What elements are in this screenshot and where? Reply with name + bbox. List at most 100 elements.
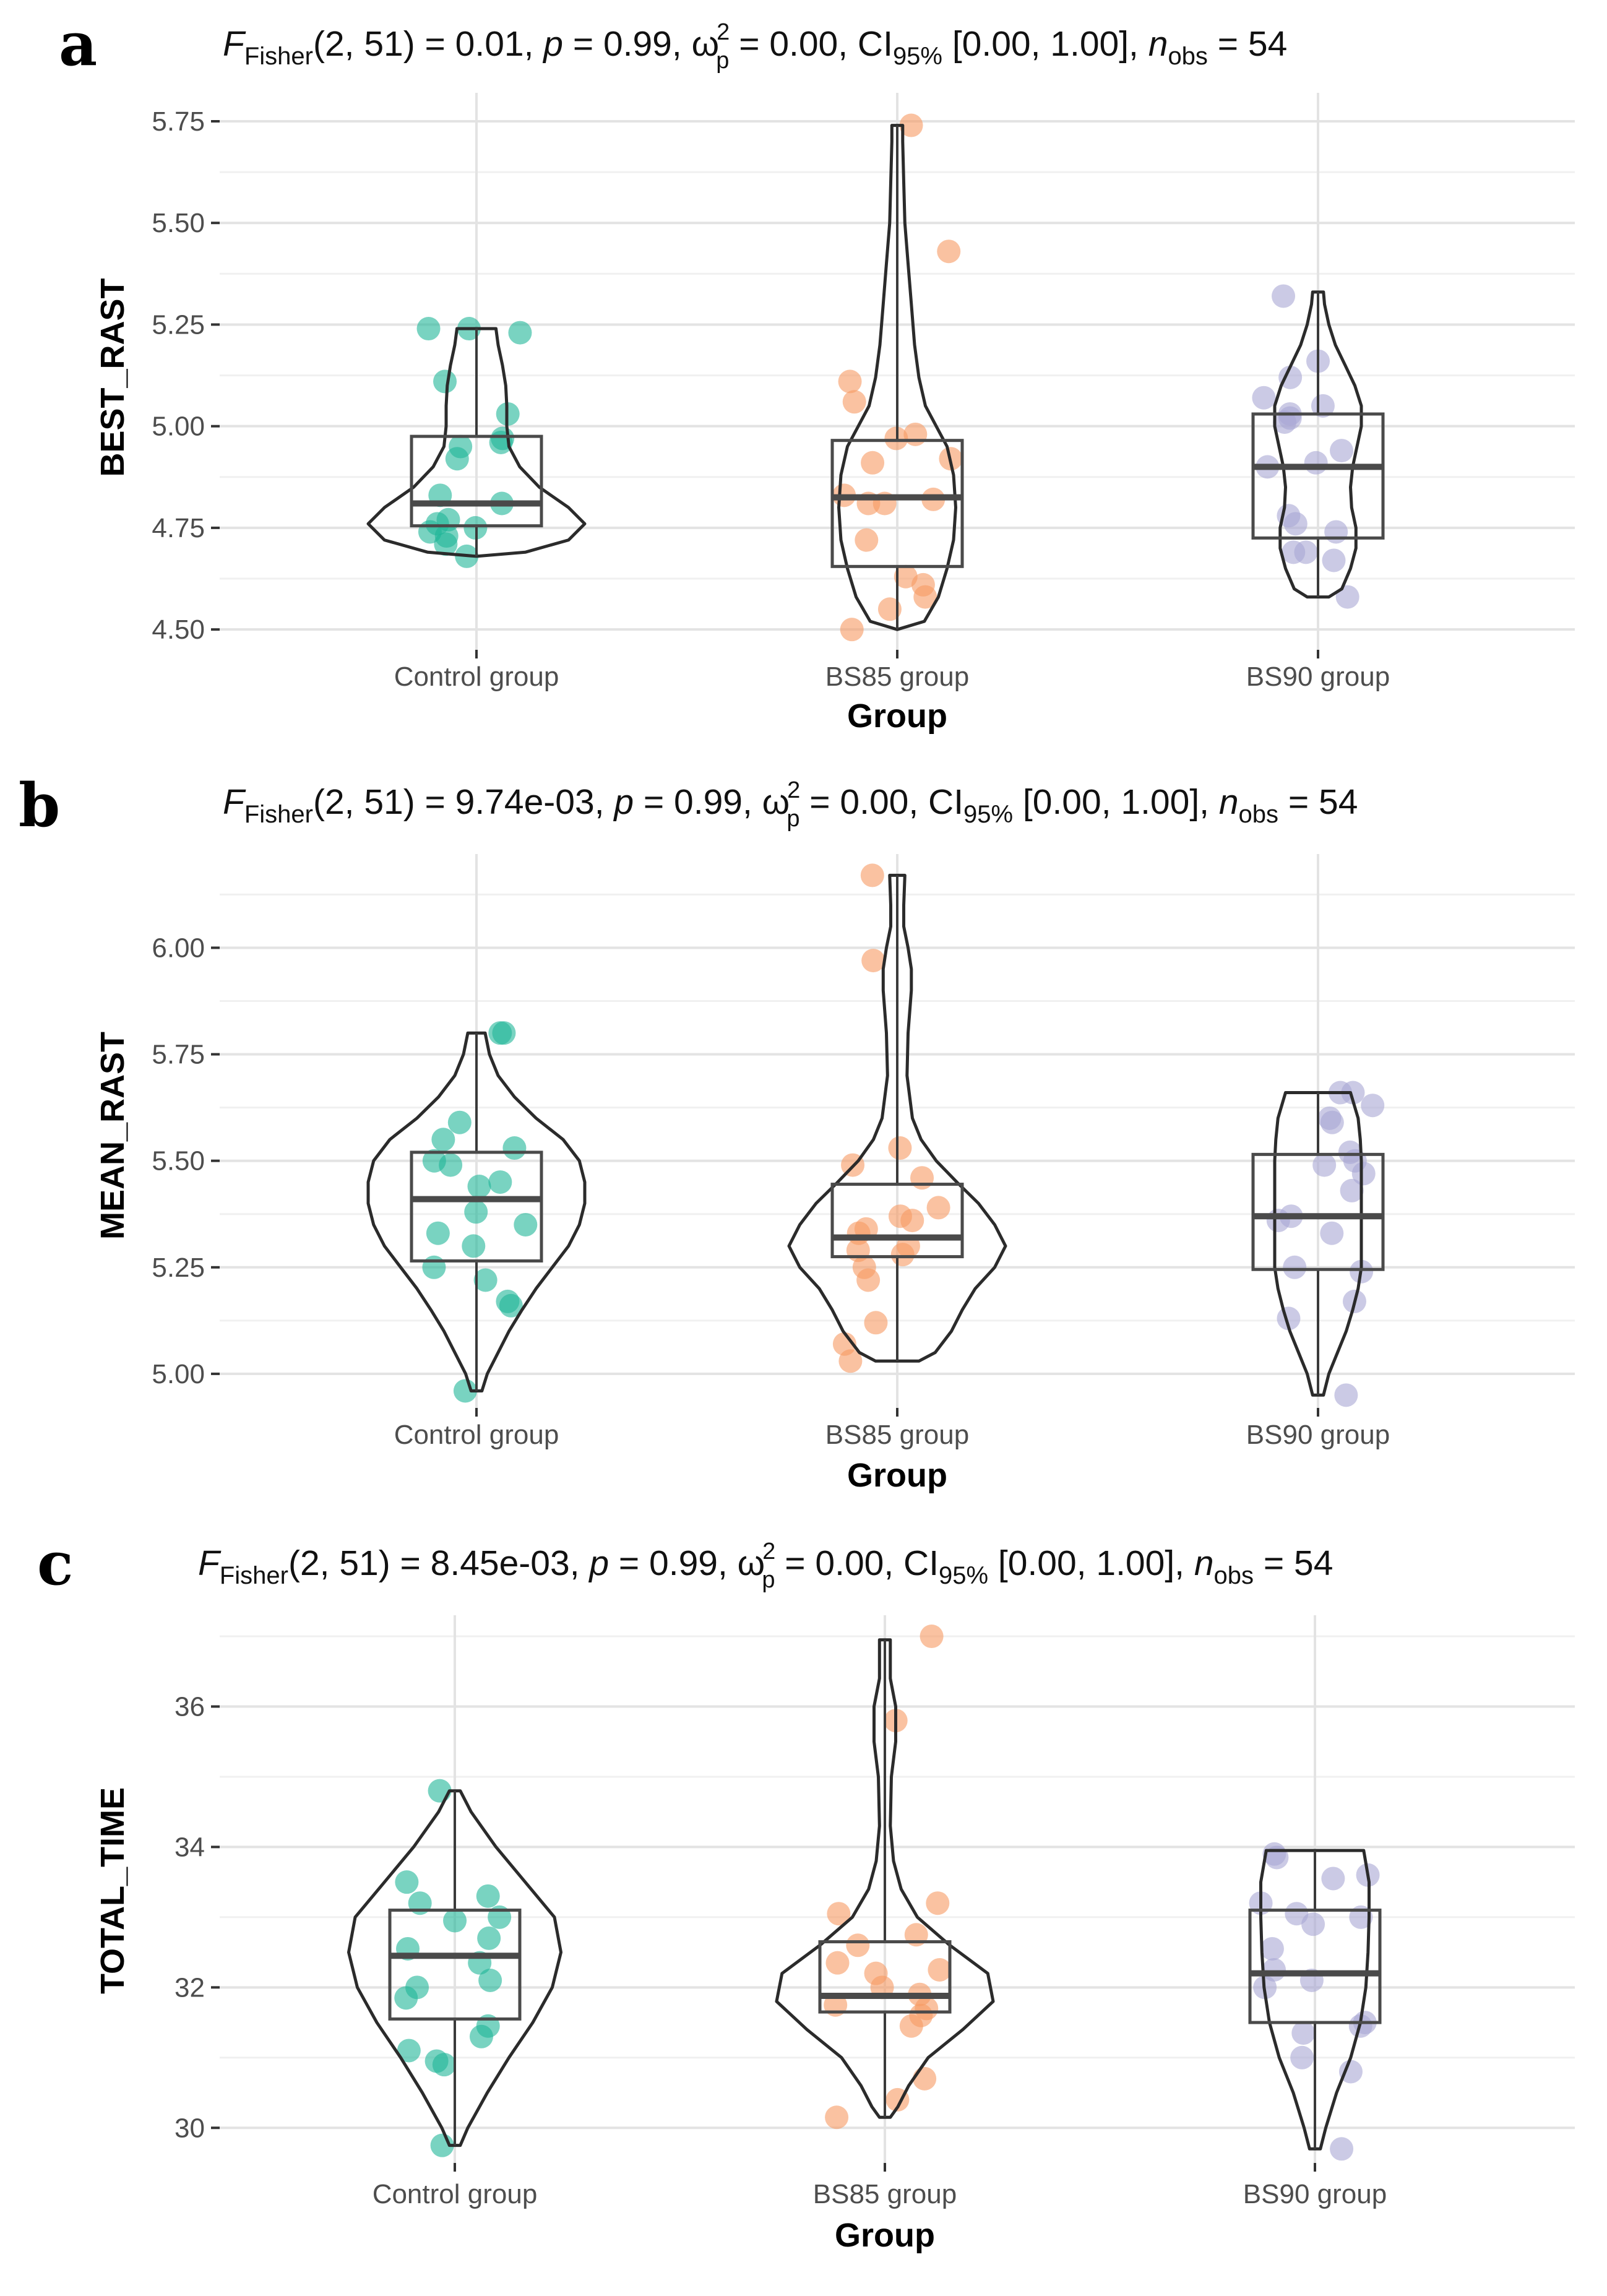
panel-title: FFisher(2, 51) = 0.01, p = 0.99, ω2 p = 0… bbox=[223, 19, 1287, 74]
title-df: (2, 51) = 9.74e-03, bbox=[313, 782, 614, 822]
title-effect-value: = 0.00, CI bbox=[729, 24, 893, 64]
title-stat: F bbox=[223, 782, 246, 822]
data-point bbox=[913, 2066, 937, 2091]
data-point bbox=[464, 1200, 488, 1224]
data-point bbox=[436, 507, 460, 532]
data-point bbox=[894, 564, 918, 589]
box bbox=[410, 1150, 543, 1262]
violin-outline bbox=[1259, 1849, 1371, 2151]
title-df: (2, 51) = 8.45e-03, bbox=[288, 1543, 589, 1583]
title-effect: ω bbox=[692, 24, 720, 64]
data-point bbox=[431, 1128, 455, 1152]
y-tick-label: 30 bbox=[174, 2113, 205, 2143]
title-n-value: = 54 bbox=[1278, 782, 1358, 822]
y-tick-label: 5.25 bbox=[152, 1253, 205, 1283]
data-point bbox=[864, 1311, 888, 1335]
data-point bbox=[443, 1909, 467, 1933]
panel-b: b FFisher(2, 51) = 9.74e-03, p = 0.99, ω… bbox=[19, 770, 1575, 1494]
violin-outline bbox=[787, 873, 1007, 1363]
box bbox=[830, 439, 964, 568]
data-point bbox=[416, 317, 441, 341]
violin-outline bbox=[366, 327, 587, 558]
x-axis-label: Group bbox=[847, 697, 947, 735]
data-point bbox=[1341, 1081, 1365, 1105]
x-tick-label: BS90 group bbox=[1246, 1420, 1390, 1450]
title-p-value: = 0.99, bbox=[563, 24, 692, 64]
panel-letter: a bbox=[59, 9, 97, 79]
x-tick-label: BS85 group bbox=[813, 2179, 957, 2209]
title-n-label: n bbox=[1148, 24, 1168, 64]
data-point bbox=[888, 1204, 912, 1228]
data-point bbox=[467, 1175, 491, 1198]
data-point bbox=[1260, 1936, 1284, 1961]
title-n-sub: obs bbox=[1239, 801, 1279, 828]
panel-c: c FFisher(2, 51) = 8.45e-03, p = 0.99, ω… bbox=[37, 1529, 1575, 2254]
data-point bbox=[1272, 284, 1296, 308]
data-point bbox=[405, 1975, 429, 2000]
panel-a: a FFisher(2, 51) = 0.01, p = 0.99, ω2 p =… bbox=[59, 9, 1575, 735]
panel-title: FFisher(2, 51) = 8.45e-03, p = 0.99, ω2 p… bbox=[198, 1539, 1333, 1593]
data-point bbox=[453, 1379, 477, 1403]
x-tick-label: BS85 group bbox=[825, 662, 969, 692]
data-point bbox=[1324, 520, 1348, 544]
title-ci-value: [0.00, 1.00], bbox=[942, 24, 1148, 64]
data-point bbox=[861, 451, 885, 475]
data-point bbox=[473, 1268, 498, 1292]
data-point bbox=[846, 1933, 870, 1957]
y-tick-label: 5.00 bbox=[152, 412, 205, 442]
data-point bbox=[911, 572, 935, 597]
data-point bbox=[937, 240, 961, 264]
y-tick-label: 4.50 bbox=[152, 615, 205, 645]
data-point bbox=[426, 1221, 450, 1245]
title-effect-sup: 2 bbox=[717, 19, 730, 45]
x-tick-label: BS90 group bbox=[1243, 2179, 1387, 2209]
data-point bbox=[928, 1957, 952, 1982]
title-effect-value: = 0.00, CI bbox=[775, 1543, 939, 1583]
title-ci-sub: 95% bbox=[893, 43, 942, 70]
x-tick-label: BS85 group bbox=[825, 1420, 969, 1450]
data-point bbox=[1304, 451, 1328, 475]
title-ci-sub: 95% bbox=[939, 1562, 988, 1589]
data-point bbox=[502, 1136, 527, 1160]
data-point bbox=[424, 2049, 449, 2073]
data-point bbox=[1252, 386, 1276, 410]
data-point bbox=[1335, 585, 1359, 609]
data-point bbox=[1361, 1094, 1385, 1118]
y-tick-label: 5.00 bbox=[152, 1359, 205, 1389]
violin-outline bbox=[347, 1789, 562, 2147]
data-point bbox=[1312, 1153, 1337, 1177]
plot-area: 4.50 4.75 5.00 5.25 5.50 5.75 Control group BS8… bbox=[152, 93, 1575, 692]
violin-outline bbox=[1273, 1091, 1363, 1397]
title-ci-value: [0.00, 1.00], bbox=[988, 1543, 1194, 1583]
title-ci-value: [0.00, 1.00], bbox=[1013, 782, 1219, 822]
data-point bbox=[1301, 1912, 1325, 1936]
data-point bbox=[1294, 540, 1318, 564]
y-tick-label: 36 bbox=[174, 1692, 205, 1722]
data-point bbox=[840, 618, 864, 642]
data-point bbox=[514, 1212, 538, 1236]
title-n-value: = 54 bbox=[1208, 24, 1287, 64]
data-point bbox=[926, 1196, 950, 1220]
data-point bbox=[877, 597, 902, 621]
data-point bbox=[395, 1870, 419, 1894]
data-point bbox=[842, 390, 866, 414]
title-effect-sup: 2 bbox=[787, 777, 800, 803]
title-p-value: = 0.99, bbox=[609, 1543, 738, 1583]
data-point bbox=[920, 1625, 944, 1649]
data-point bbox=[449, 434, 473, 459]
title-p-label: p bbox=[588, 1543, 609, 1583]
data-point bbox=[1291, 2021, 1316, 2045]
y-tick-label: 6.00 bbox=[152, 933, 205, 963]
data-point bbox=[1343, 1149, 1367, 1173]
violin-outline bbox=[1273, 290, 1363, 599]
title-stat-sub: Fisher bbox=[244, 801, 313, 828]
data-point bbox=[903, 422, 928, 446]
data-point bbox=[447, 1110, 472, 1134]
data-point bbox=[488, 1021, 512, 1045]
data-point bbox=[861, 949, 885, 973]
data-point bbox=[825, 1951, 850, 1975]
title-p-label: p bbox=[613, 782, 634, 822]
title-stat-sub: Fisher bbox=[244, 43, 313, 70]
data-point bbox=[910, 1166, 934, 1190]
